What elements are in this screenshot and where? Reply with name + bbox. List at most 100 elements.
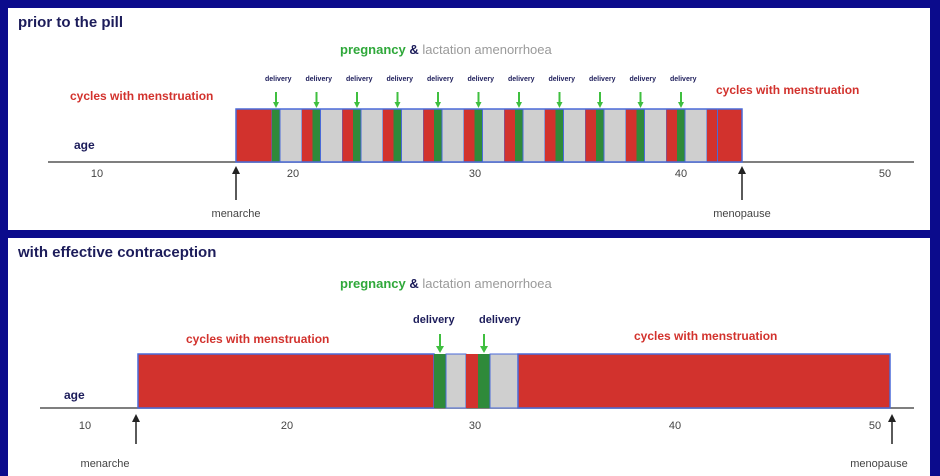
lactation-bar-1 bbox=[445, 353, 467, 409]
delivery-label: delivery bbox=[508, 76, 535, 83]
lactation-bar bbox=[320, 108, 343, 163]
pregnancy-bar bbox=[515, 109, 523, 162]
pregnancy-bar bbox=[434, 109, 442, 162]
delivery-label: delivery bbox=[346, 76, 373, 83]
delivery-arrowhead bbox=[637, 102, 644, 108]
delivery-label: delivery bbox=[670, 76, 697, 83]
delivery-label: delivery bbox=[629, 76, 656, 83]
menopause-arrowhead bbox=[888, 414, 896, 422]
lactation-bar bbox=[522, 108, 546, 163]
menstruation-bar-late bbox=[717, 108, 743, 163]
pregnancy-bar bbox=[312, 109, 321, 162]
pregnancy-bar bbox=[636, 109, 645, 162]
lactation-bar-2 bbox=[489, 353, 519, 409]
tick-30: 30 bbox=[468, 420, 482, 432]
lactation-bar bbox=[603, 108, 627, 163]
panel-title: prior to the pill bbox=[18, 14, 123, 31]
pregnancy-bar bbox=[474, 109, 483, 162]
menopause-label: menopause bbox=[713, 208, 771, 220]
menstruation-bar bbox=[383, 109, 394, 162]
delivery-label: delivery bbox=[467, 76, 494, 83]
menarche-label: menarche bbox=[80, 458, 130, 470]
lactation-bar bbox=[644, 108, 667, 163]
delivery-arrowhead bbox=[556, 102, 563, 108]
menarche-arrowhead bbox=[232, 166, 240, 174]
delivery-arrowhead bbox=[273, 102, 279, 108]
delivery-label: delivery bbox=[427, 76, 454, 83]
delivery-label: delivery bbox=[548, 76, 575, 83]
menstruation-bar bbox=[666, 109, 677, 162]
delivery-label: delivery bbox=[305, 76, 332, 83]
legend-lactation: lactation amenorrhoea bbox=[422, 42, 552, 57]
menopause-label: menopause bbox=[850, 458, 908, 470]
menarche-arrowhead bbox=[132, 414, 140, 422]
tick-50: 50 bbox=[868, 420, 882, 432]
delivery-arrowhead-2 bbox=[480, 346, 488, 353]
menstruation-bar bbox=[626, 109, 637, 162]
lactation-bar bbox=[360, 108, 384, 163]
lactation-bar bbox=[684, 108, 708, 163]
menstruation-bar-late bbox=[517, 353, 891, 409]
tick-20: 20 bbox=[286, 168, 300, 180]
delivery-arrowhead-1 bbox=[436, 346, 444, 353]
menstruation-bar bbox=[342, 109, 353, 162]
legend: pregnancy & lactation amenorrhoea bbox=[340, 42, 552, 57]
timeline-chart bbox=[48, 92, 914, 200]
cycles-label-left: cycles with menstruation bbox=[186, 332, 330, 346]
panel-with-contraception: with effective contraception pregnancy &… bbox=[8, 238, 930, 476]
cycles-label-right: cycles with menstruation bbox=[634, 329, 778, 343]
delivery-arrowhead bbox=[394, 102, 401, 108]
menstruation-bar-early bbox=[235, 108, 273, 163]
menstruation-bar bbox=[464, 109, 475, 162]
pregnancy-bar bbox=[596, 109, 604, 162]
tick-10: 10 bbox=[78, 420, 92, 432]
cycles-label-left: cycles with menstruation bbox=[70, 89, 214, 103]
delivery-label-1: delivery bbox=[413, 314, 455, 326]
reproductive-span-outline bbox=[235, 108, 743, 163]
legend-pregnancy: pregnancy bbox=[340, 276, 406, 291]
menstruation-bar-middle bbox=[466, 354, 478, 408]
age-label: age bbox=[64, 388, 85, 402]
pregnancy-bar bbox=[272, 109, 280, 162]
pregnancy-bar bbox=[353, 109, 361, 162]
lactation-bar bbox=[563, 108, 586, 163]
menstruation-bar bbox=[585, 109, 596, 162]
delivery-label-2: delivery bbox=[479, 314, 521, 326]
menstruation-bar-early bbox=[137, 353, 435, 409]
menstruation-bar bbox=[504, 109, 515, 162]
pregnancy-bar-1 bbox=[434, 354, 446, 408]
pregnancy-bar bbox=[555, 109, 564, 162]
menarche-label: menarche bbox=[211, 208, 261, 220]
lactation-bar bbox=[401, 108, 424, 163]
menstruation-bar bbox=[545, 109, 556, 162]
tick-50: 50 bbox=[878, 168, 892, 180]
tick-40: 40 bbox=[668, 420, 682, 432]
pregnancy-bar-2 bbox=[478, 354, 490, 408]
legend-pregnancy: pregnancy bbox=[340, 42, 406, 57]
pregnancy-bar bbox=[393, 109, 402, 162]
delivery-arrowhead bbox=[597, 102, 603, 108]
lactation-bar bbox=[441, 108, 465, 163]
menstruation-bar bbox=[302, 109, 313, 162]
legend: pregnancy & lactation amenorrhoea bbox=[340, 276, 552, 291]
menstruation-bar bbox=[423, 109, 434, 162]
delivery-arrowhead bbox=[313, 102, 320, 108]
delivery-arrowhead bbox=[516, 102, 522, 108]
tick-30: 30 bbox=[468, 168, 482, 180]
panel-title: with effective contraception bbox=[18, 244, 217, 261]
legend-lactation: lactation amenorrhoea bbox=[422, 276, 552, 291]
delivery-arrowhead bbox=[475, 102, 482, 108]
delivery-label: delivery bbox=[589, 76, 616, 83]
menopause-arrowhead bbox=[738, 166, 746, 174]
tick-40: 40 bbox=[674, 168, 688, 180]
age-label: age bbox=[74, 138, 95, 152]
tick-20: 20 bbox=[280, 420, 294, 432]
legend-ampersand: & bbox=[409, 276, 419, 291]
timeline-chart bbox=[40, 334, 914, 444]
delivery-label: delivery bbox=[265, 76, 292, 83]
delivery-label: delivery bbox=[386, 76, 413, 83]
delivery-arrowhead bbox=[678, 102, 684, 108]
pregnancy-bar bbox=[677, 109, 685, 162]
delivery-arrowhead bbox=[435, 102, 441, 108]
